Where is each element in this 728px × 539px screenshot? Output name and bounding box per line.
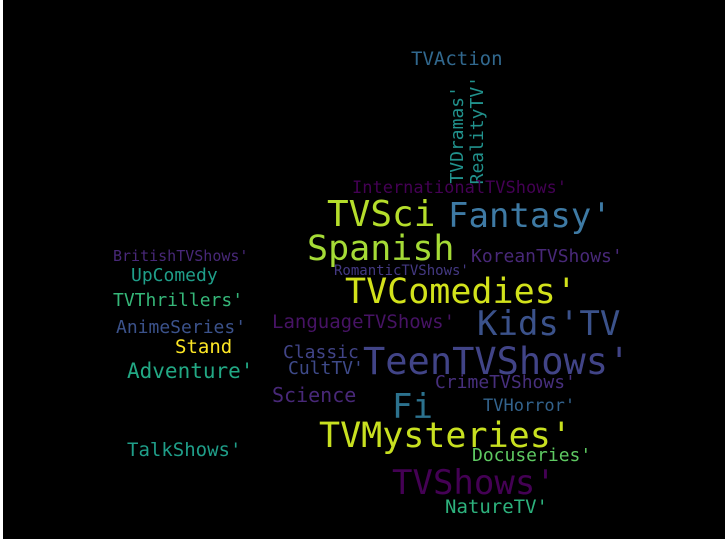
word: Stand [175,336,233,358]
word: RomanticTVShows' [334,263,469,279]
word: Docuseries' [472,445,592,466]
word: TVHorror' [483,396,576,416]
word: UpComedy [131,265,218,286]
word: TVMysteries' [319,416,572,456]
word: TVDramas' [447,86,468,184]
word: Fantasy' [448,196,612,236]
word: TalkShows' [127,439,242,461]
word: AnimeSeries' [116,317,247,338]
word: TeenTVShows' [363,340,631,383]
word: TVThrillers' [113,290,244,311]
word-cloud: TVAction TVDramas' RealityTV' Internatio… [3,0,725,539]
word: TVShows' [392,463,556,503]
word: Classic [283,342,359,363]
word: Kids'TV [477,304,621,344]
word: InternationalTVShows' [352,178,567,198]
word: KoreanTVShows' [471,246,623,267]
word: Spanish [307,229,455,269]
word: RealityTV' [467,76,488,185]
word: NatureTV' [445,496,548,518]
word: Science [272,383,357,407]
word: TVComedies' [345,272,577,312]
word: TVSci [327,194,436,235]
word: TVAction [411,48,503,70]
word: Fi [392,387,433,427]
word: BritishTVShows' [113,247,249,265]
word: CultTV' [288,358,364,379]
word: CrimeTVShows' [435,372,576,393]
word: LanguageTVShows' [272,311,456,333]
word: Adventure' [127,359,254,383]
